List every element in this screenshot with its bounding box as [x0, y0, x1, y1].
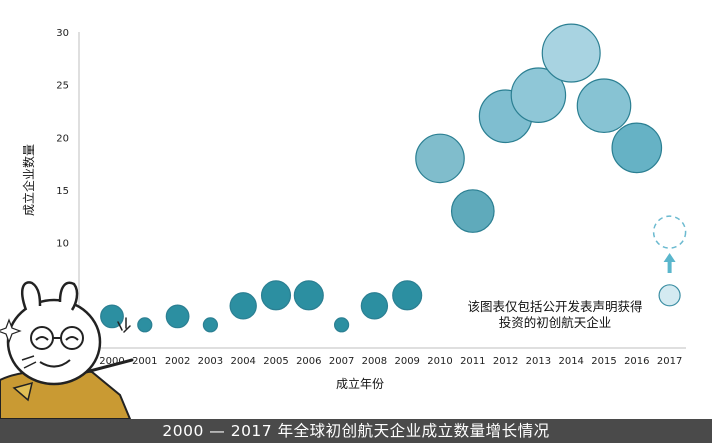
- y-tick-label: 10: [56, 239, 69, 250]
- note-line-1: 该图表仅包括公开发表声明获得: [467, 299, 642, 314]
- caption-bar: 2000 — 2017 年全球初创航天企业成立数量增长情况: [0, 419, 712, 443]
- bubble-2015: [576, 78, 632, 134]
- bubble-2017: [658, 284, 681, 307]
- x-tick-label: 2001: [132, 356, 157, 367]
- bubble-chart: 10 15 20 25 30 2000 2001 2002 2003 2004 2005 2006 2…: [0, 23, 687, 419]
- bubble-2007: [334, 317, 350, 333]
- note-line-2: 投资的初创航天企业: [499, 315, 612, 330]
- x-tick-label: 2017: [657, 356, 682, 367]
- x-tick-label: 2005: [263, 356, 288, 367]
- x-tick-label: 2006: [296, 356, 321, 367]
- up-arrow-icon: [663, 253, 676, 273]
- x-tick-label: 2002: [165, 356, 190, 367]
- x-tick-label: 2015: [591, 356, 616, 367]
- bubble-2016: [611, 122, 663, 174]
- x-tick-label: 2016: [624, 356, 649, 367]
- bubble-2011: [450, 189, 495, 233]
- x-tick-label: 2000: [99, 356, 124, 367]
- bubble-2001: [137, 317, 153, 333]
- bubble-2008: [360, 292, 389, 320]
- chart-title: 2000 — 2017 年全球初创航天企业成立数量增长情况: [162, 422, 550, 440]
- y-tick-label: 30: [56, 28, 69, 39]
- y-tick-label: 25: [56, 81, 69, 92]
- bubble-2003: [202, 317, 218, 333]
- x-tick-label: 2009: [394, 356, 419, 367]
- x-tick-label: 2014: [558, 356, 583, 367]
- bubble-2014: [541, 23, 601, 83]
- bubble-2006: [293, 280, 324, 311]
- bubble-2009: [392, 280, 423, 311]
- bubble-2004: [229, 292, 257, 320]
- y-tick-label: 15: [56, 186, 69, 197]
- mascot-illustration: [0, 281, 134, 419]
- x-tick-label: 2004: [230, 356, 255, 367]
- x-tick-label: 2013: [526, 356, 551, 367]
- x-tick-label: 2012: [493, 356, 518, 367]
- x-tick-label: 2008: [362, 356, 387, 367]
- y-tick-label: 20: [56, 133, 69, 144]
- bubble-2013: [510, 67, 567, 123]
- x-tick-label: 2003: [198, 356, 223, 367]
- x-tick-label: 2007: [329, 356, 354, 367]
- x-tick-label: 2011: [460, 356, 485, 367]
- bubble-2002: [165, 304, 190, 329]
- projected-2017-bubble: [652, 215, 687, 249]
- bubble-2010: [415, 133, 465, 184]
- x-axis-title: 成立年份: [336, 376, 384, 391]
- y-axis-title: 成立企业数量: [21, 144, 36, 216]
- bubble-2005: [260, 280, 292, 311]
- x-tick-label: 2010: [427, 356, 452, 367]
